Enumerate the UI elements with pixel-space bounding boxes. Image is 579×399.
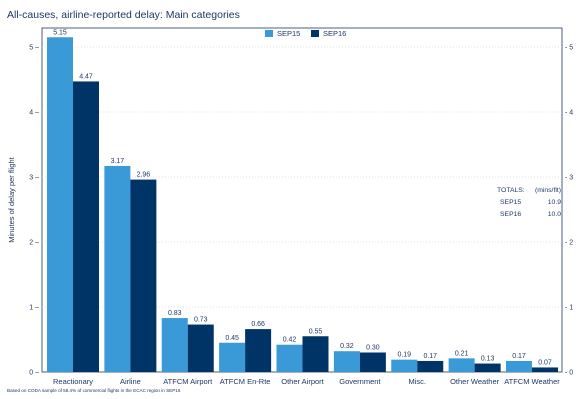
- bar-sep16: [130, 179, 157, 372]
- bar-sep16: [417, 360, 444, 372]
- totals-label: TOTALS:: [497, 187, 525, 194]
- bar-value-label: 0.42: [283, 337, 297, 344]
- bar-value-label: 3.17: [111, 158, 125, 165]
- bar-sep15: [104, 165, 131, 372]
- totals-row-name: SEP15: [500, 199, 522, 206]
- bar-sep15: [391, 359, 418, 372]
- bar-value-label: 4.47: [79, 73, 93, 80]
- x-tick-label: Misc.: [409, 377, 427, 386]
- legend-label-sep16: SEP16: [323, 29, 346, 38]
- bar-sep16: [73, 81, 99, 372]
- totals-row-value: 10.9: [547, 199, 561, 206]
- bar-value-label: 0.55: [309, 328, 323, 335]
- totals-row-name: SEP16: [500, 211, 522, 218]
- bar-sep16: [474, 363, 501, 372]
- totals-header: TOTALS: (mins/flt): [497, 185, 561, 197]
- y-tick-label-right: - 0: [565, 370, 573, 377]
- bar-sep15: [506, 360, 532, 372]
- bar-sep15: [219, 342, 246, 372]
- bar-value-label: 0.83: [168, 310, 182, 317]
- totals-unit: (mins/flt): [534, 187, 561, 194]
- totals-box: TOTALS: (mins/flt) SEP15 10.9 SEP16 10.0: [497, 185, 561, 221]
- bar-sep15: [333, 351, 360, 372]
- y-tick-label-right: - 4: [565, 110, 573, 117]
- y-tick-label-right: - 5: [565, 45, 573, 52]
- y-tick-label-left: 5 –: [29, 45, 39, 52]
- bar-sep16: [245, 329, 272, 372]
- x-tick-label: Other Airport: [281, 377, 324, 386]
- bar-sep16: [359, 352, 386, 372]
- bar-value-label: 0.66: [251, 321, 265, 328]
- bar-sep15: [276, 344, 303, 372]
- legend-swatch-sep15: [265, 30, 273, 37]
- bar-sep15: [47, 37, 73, 372]
- y-tick-label-right: - 1: [565, 305, 573, 312]
- legend-swatch-sep16: [311, 30, 319, 37]
- y-tick-label-left: 4 –: [29, 110, 39, 117]
- x-tick-label: ATFCM Weather: [504, 377, 560, 386]
- bar-value-label: 5.15: [53, 29, 67, 36]
- x-tick-label: Airline: [120, 377, 141, 386]
- y-tick-label-left: 3 –: [29, 175, 39, 182]
- totals-row-value: 10.0: [547, 211, 561, 218]
- bar-value-label: 0.17: [423, 353, 437, 360]
- bar-value-label: 0.13: [481, 356, 495, 363]
- bar-value-label: 0.21: [455, 350, 469, 357]
- totals-row-sep15: SEP15 10.9: [497, 197, 561, 209]
- footnote: Based on CODA sample of 58.4% of commerc…: [7, 388, 181, 393]
- y-tick-label-left: 1 –: [29, 305, 39, 312]
- legend-label-sep15: SEP15: [277, 29, 300, 38]
- bar-value-label: 0.73: [194, 317, 208, 324]
- y-axis-label: Minutes of delay per flight: [7, 156, 16, 242]
- bar-sep15: [161, 318, 188, 372]
- x-tick-label: Reactionary: [53, 377, 93, 386]
- bar-value-label: 0.07: [538, 359, 552, 366]
- x-tick-label: ATFCM Airport: [163, 377, 213, 386]
- x-tick-label: Government: [339, 377, 381, 386]
- y-tick-label-left: 0 –: [29, 370, 39, 377]
- x-tick-label: ATFCM En-Rte: [220, 377, 271, 386]
- bar-value-label: 0.32: [340, 343, 354, 350]
- bar-sep16: [187, 324, 214, 372]
- bar-value-label: 0.19: [397, 352, 411, 359]
- y-tick-label-left: 2 –: [29, 240, 39, 247]
- bar-value-label: 0.30: [366, 345, 380, 352]
- bar-sep15: [448, 358, 475, 372]
- chart-title: All-causes, airline-reported delay: Main…: [7, 9, 240, 21]
- totals-row-sep16: SEP16 10.0: [497, 209, 561, 221]
- bar-sep16: [302, 336, 329, 372]
- bar-sep16: [532, 367, 558, 372]
- bar-value-label: 0.17: [512, 353, 526, 360]
- bar-value-label: 0.45: [225, 335, 239, 342]
- bar-value-label: 2.96: [137, 172, 151, 179]
- y-tick-label-right: - 2: [565, 240, 573, 247]
- x-tick-label: Other Weather: [450, 377, 500, 386]
- y-tick-label-right: - 3: [565, 175, 573, 182]
